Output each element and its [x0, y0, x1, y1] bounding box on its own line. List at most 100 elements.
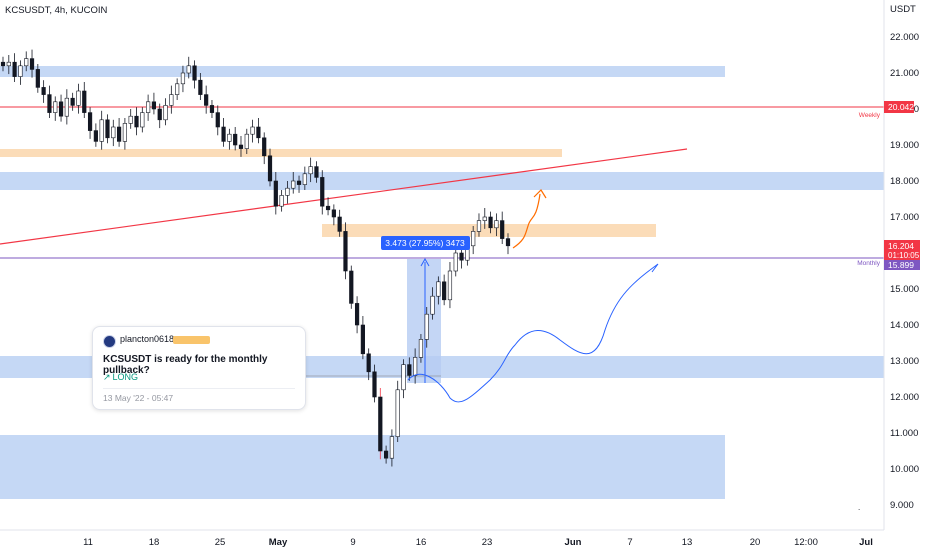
- idea-title[interactable]: KCSUSDT is ready for the monthly pullbac…: [103, 354, 268, 376]
- candle-body: [430, 295, 435, 315]
- candle-body: [198, 79, 203, 95]
- candle-body: [291, 180, 296, 189]
- candle-body: [296, 180, 302, 185]
- candle-body: [204, 94, 209, 106]
- candle-body: [250, 126, 255, 135]
- candle-body: [418, 339, 424, 358]
- blue-zone-top: [0, 66, 725, 77]
- price-tick: 17.000: [890, 212, 919, 223]
- candle-body: [180, 72, 186, 85]
- time-tick: Jul: [859, 537, 873, 548]
- price-tick: 21.000: [890, 68, 919, 79]
- candle-body: [244, 133, 249, 149]
- candle-body: [47, 94, 52, 113]
- price-tick: 10.000: [890, 464, 919, 475]
- candle-body: [146, 101, 151, 113]
- candle-body: [482, 216, 487, 221]
- candle-body: [192, 65, 197, 81]
- candle-body: [0, 61, 6, 67]
- time-tick: 7: [627, 537, 632, 548]
- candle-body: [320, 177, 325, 207]
- idea-date: 13 May '22 - 05:47: [103, 393, 174, 403]
- candle-body: [134, 115, 139, 128]
- projection-orange-head: [533, 189, 547, 199]
- time-tick: 11: [83, 537, 93, 548]
- candle-body: [35, 69, 40, 88]
- time-tick: Jun: [565, 537, 582, 548]
- candle-body: [238, 144, 244, 149]
- time-tick: 20: [750, 537, 761, 548]
- candle-body: [436, 281, 441, 297]
- candle-body: [221, 126, 226, 142]
- measure-label: 3.473 (27.95%) 3473: [385, 238, 465, 248]
- idea-card[interactable]: plancton0618 KCSUSDT is ready for the mo…: [92, 326, 306, 410]
- price-tick: 18.000: [890, 176, 919, 187]
- candle-body: [447, 270, 453, 301]
- time-tick: 9: [350, 537, 355, 548]
- candle-body: [76, 90, 81, 106]
- monthly-price: 15.899: [888, 260, 914, 270]
- candle-body: [105, 119, 110, 139]
- time-axis[interactable]: 11 18 25 May 9 16 23 Jun 7 13 20 12:00 Jul: [83, 537, 873, 548]
- candle-body: [209, 105, 215, 113]
- candle-body: [337, 216, 342, 232]
- candle-body: [285, 187, 290, 196]
- time-tick: 23: [482, 537, 493, 548]
- current-price: 16.204: [888, 241, 914, 251]
- candle-body: [314, 166, 319, 178]
- candle-body: [99, 119, 104, 142]
- idea-direction: ↗ LONG: [103, 372, 138, 383]
- weekly-badge: [884, 101, 914, 113]
- candle-body: [24, 58, 29, 67]
- candle-body: [331, 209, 336, 218]
- candle-body: [500, 220, 505, 239]
- projection-orange: [512, 193, 541, 249]
- candle-body: [215, 112, 220, 128]
- time-tick: 25: [215, 537, 226, 548]
- candle-body: [116, 126, 122, 142]
- candle-body: [41, 87, 46, 95]
- price-tick: 14.000: [890, 320, 919, 331]
- candle-body: [169, 94, 174, 106]
- weekly-label: Weekly: [859, 112, 881, 119]
- candle-body: [151, 101, 157, 110]
- candle-body: [471, 231, 476, 247]
- measure-arrowhead: [420, 257, 430, 267]
- current-price-badge: [884, 240, 920, 260]
- candle-body: [18, 65, 23, 77]
- candle-body: [308, 166, 313, 175]
- weekly-price: 20.042: [888, 102, 914, 112]
- time-tick: 18: [149, 537, 160, 548]
- author-avatar[interactable]: [103, 335, 116, 348]
- candle-body: [505, 238, 511, 247]
- monthly-label: Monthly: [857, 260, 881, 267]
- candle-body: [12, 61, 17, 77]
- time-tick: 16: [416, 537, 427, 548]
- projection-blue: [407, 269, 651, 403]
- candle-body: [93, 130, 98, 142]
- stray-dot: .: [858, 503, 860, 512]
- candle-body: [6, 61, 11, 67]
- candle-body: [424, 313, 429, 340]
- price-axis[interactable]: 22.00021.00020.00019.00018.00017.00015.0…: [890, 32, 919, 511]
- countdown: 01:10:05: [888, 251, 920, 260]
- candle-body: [111, 126, 116, 139]
- price-tick: 12.000: [890, 392, 919, 403]
- author-name[interactable]: plancton0618: [120, 334, 175, 344]
- candle-body: [407, 364, 412, 376]
- candle-body: [87, 112, 93, 131]
- candle-body: [175, 83, 180, 95]
- price-tick: 11.000: [890, 428, 918, 439]
- trend-up-icon: ↗: [103, 372, 111, 382]
- candle-body: [279, 195, 284, 207]
- time-tick: May: [269, 537, 288, 548]
- price-tick: 15.000: [890, 284, 919, 295]
- candle-body: [354, 303, 360, 326]
- projection-blue-head: [649, 263, 659, 273]
- candle-body: [459, 252, 464, 261]
- candle-body: [58, 101, 64, 117]
- candle-body: [29, 58, 35, 70]
- candle-body: [227, 133, 232, 142]
- price-tick: 9.000: [890, 500, 914, 511]
